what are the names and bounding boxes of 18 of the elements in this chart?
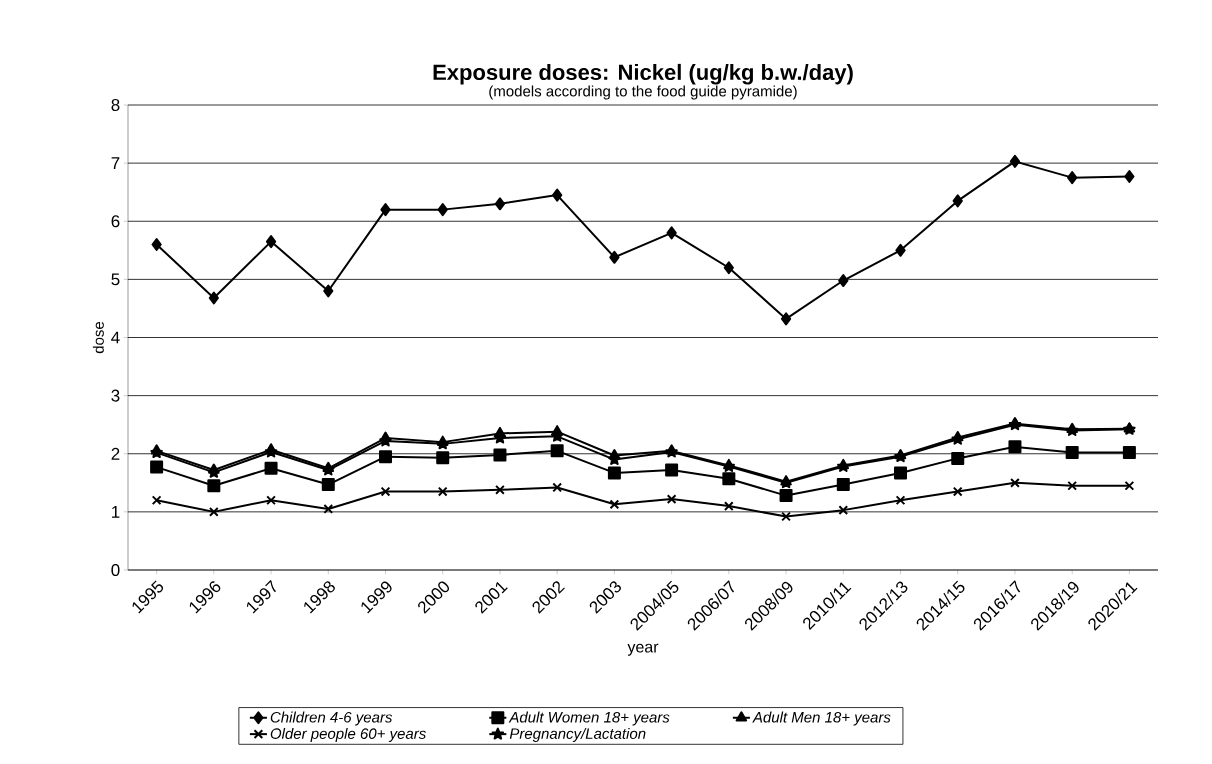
y-tick-label: 1 (112, 506, 120, 518)
chart-title: Exposure doses: Nickel (ug/kg b.w./day) (433, 63, 853, 85)
y-tick-label: 6 (111, 215, 120, 228)
y-tick-label: 0 (111, 563, 120, 577)
legend-label: Children 4-6 years (270, 711, 393, 726)
y-tick-label: 7 (111, 157, 120, 169)
y-tick-label: 8 (111, 98, 120, 112)
y-tick-label: 2 (111, 447, 120, 460)
legend-label: Adult Women 18+ years (508, 711, 670, 726)
legend-label: Pregnancy/Lactation (509, 727, 646, 742)
legend-label: Adult Men 18+ years (752, 711, 891, 726)
y-tick-label: 5 (111, 273, 120, 286)
chart-subtitle: (models according to the food guide pyramide) (489, 85, 797, 100)
y-tick-label: 3 (111, 389, 120, 402)
y-tick-label: 4 (111, 331, 120, 344)
x-axis-title: year (627, 643, 659, 656)
y-axis-title: dose (92, 321, 104, 354)
legend-label: Older people 60+ years (270, 727, 426, 742)
